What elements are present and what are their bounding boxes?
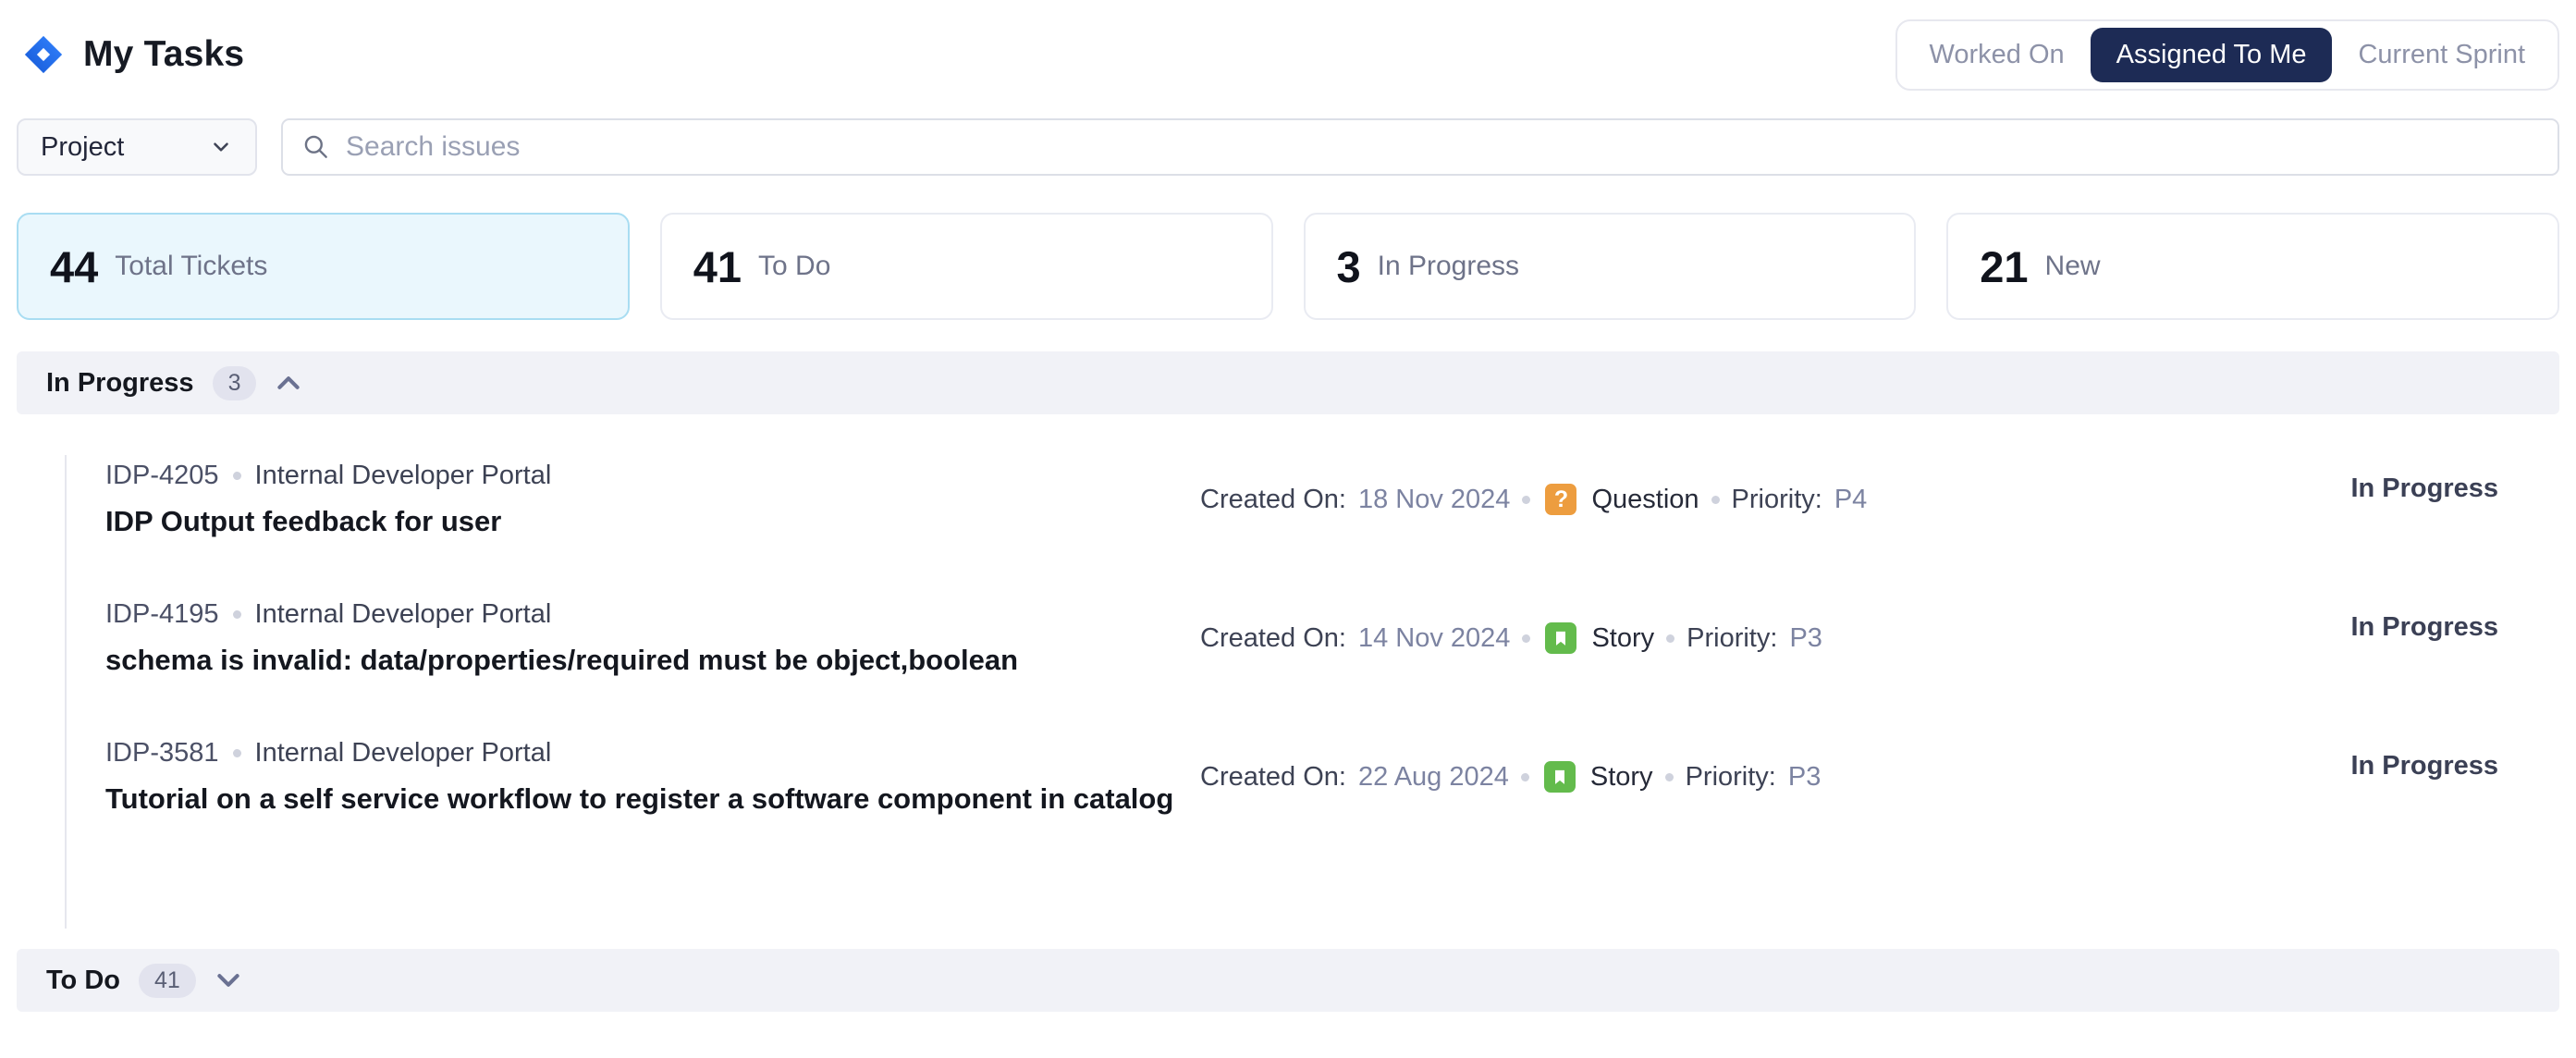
- dot-separator: [232, 749, 241, 757]
- created-on-label: Created On:: [1200, 761, 1346, 792]
- section-name: To Do: [46, 965, 120, 995]
- priority-label: Priority:: [1685, 761, 1776, 792]
- task-meta: Created On: 18 Nov 2024 ? Question Prior…: [1200, 484, 1867, 515]
- page-title: My Tasks: [83, 34, 245, 74]
- created-on-date: 14 Nov 2024: [1357, 622, 1511, 653]
- task-title[interactable]: IDP Output feedback for user: [105, 505, 502, 537]
- stat-value: 3: [1336, 241, 1361, 291]
- created-on-date: 18 Nov 2024: [1357, 484, 1511, 514]
- task-title[interactable]: schema is invalid: data/properties/requi…: [105, 644, 1019, 676]
- question-icon: ?: [1545, 484, 1577, 515]
- dot-separator: [1522, 495, 1531, 504]
- story-icon: [1545, 622, 1577, 654]
- section-header-in-progress[interactable]: In Progress 3: [17, 351, 2559, 414]
- task-top: IDP-4205 Internal Developer Portal: [105, 461, 1200, 491]
- stat-label: New: [2044, 251, 2101, 281]
- stat-card-total-tickets[interactable]: 44 Total Tickets: [17, 213, 630, 320]
- stat-label: Total Tickets: [115, 251, 268, 281]
- issue-key: IDP-3581: [105, 738, 219, 768]
- stat-label: In Progress: [1377, 251, 1520, 281]
- priority-value: P3: [1789, 622, 1822, 653]
- dot-separator: [232, 610, 241, 619]
- chevron-down-icon: [214, 142, 228, 152]
- priority-label: Priority:: [1687, 622, 1778, 653]
- task-row[interactable]: IDP-4205 Internal Developer Portal IDP O…: [105, 461, 2559, 538]
- task-status: In Progress: [2350, 612, 2498, 642]
- dot-separator: [1711, 495, 1720, 504]
- tab-worked-on[interactable]: Worked On: [1904, 28, 2091, 82]
- dot-separator: [1520, 772, 1529, 781]
- dot-separator: [1664, 772, 1674, 781]
- issue-type: Story: [1591, 622, 1655, 653]
- stats-row: 44 Total Tickets 41 To Do 3 In Progress …: [17, 213, 2559, 320]
- story-icon: [1543, 761, 1576, 793]
- stat-label: To Do: [758, 251, 831, 281]
- task-row[interactable]: IDP-4195 Internal Developer Portal schem…: [105, 599, 2559, 677]
- task-status: In Progress: [2350, 474, 2498, 503]
- brand: My Tasks: [17, 33, 244, 76]
- tab-assigned-to-me[interactable]: Assigned To Me: [2090, 27, 2333, 82]
- section-count-badge: 3: [212, 365, 257, 400]
- project-dropdown-value: Project: [41, 131, 125, 162]
- task-status: In Progress: [2350, 751, 2498, 781]
- filter-row: Project: [17, 118, 2559, 176]
- priority-value: P3: [1787, 761, 1822, 792]
- issue-type: Question: [1591, 484, 1699, 514]
- stat-card-to-do[interactable]: 41 To Do: [659, 213, 1273, 320]
- task-title[interactable]: Tutorial on a self service workflow to r…: [105, 782, 1174, 815]
- task-row[interactable]: IDP-3581 Internal Developer Portal Tutor…: [105, 738, 2559, 816]
- task-top: IDP-3581 Internal Developer Portal: [105, 738, 1200, 769]
- search-box: [281, 118, 2559, 176]
- task-meta: Created On: 22 Aug 2024 Story Priority: …: [1200, 761, 1821, 793]
- jira-logo-icon: [24, 35, 63, 74]
- project-name: Internal Developer Portal: [254, 599, 552, 629]
- stat-value: 21: [1980, 241, 2029, 291]
- stat-value: 41: [693, 241, 742, 291]
- tab-current-sprint[interactable]: Current Sprint: [2332, 28, 2551, 82]
- stat-card-in-progress[interactable]: 3 In Progress: [1303, 213, 1917, 320]
- view-switcher: Worked On Assigned To Me Current Sprint: [1895, 18, 2559, 91]
- task-left: IDP-4195 Internal Developer Portal schem…: [105, 599, 1200, 677]
- created-on-label: Created On:: [1200, 622, 1346, 653]
- stat-value: 44: [50, 241, 99, 291]
- created-on-label: Created On:: [1200, 484, 1346, 514]
- chevron-up-icon[interactable]: [275, 372, 302, 394]
- issue-type: Story: [1589, 761, 1653, 792]
- search-icon: [304, 135, 327, 158]
- dot-separator: [1666, 634, 1675, 643]
- priority-value: P4: [1834, 484, 1868, 514]
- issue-key: IDP-4195: [105, 599, 219, 629]
- project-name: Internal Developer Portal: [254, 738, 552, 768]
- project-name: Internal Developer Portal: [254, 461, 552, 490]
- task-meta: Created On: 14 Nov 2024 Story Priority: …: [1200, 622, 1822, 654]
- section-header-to-do[interactable]: To Do 41: [17, 949, 2559, 1012]
- created-on-date: 22 Aug 2024: [1357, 761, 1509, 792]
- task-left: IDP-4205 Internal Developer Portal IDP O…: [105, 461, 1200, 538]
- search-input[interactable]: [346, 131, 2539, 163]
- indent-line: [65, 455, 67, 929]
- stat-card-new[interactable]: 21 New: [1946, 213, 2559, 320]
- header: My Tasks Worked On Assigned To Me Curren…: [17, 17, 2559, 92]
- issue-key: IDP-4205: [105, 461, 219, 490]
- in-progress-task-list: IDP-4205 Internal Developer Portal IDP O…: [17, 414, 2559, 949]
- dot-separator: [232, 472, 241, 480]
- section-count-badge: 41: [139, 963, 196, 998]
- task-left: IDP-3581 Internal Developer Portal Tutor…: [105, 738, 1200, 816]
- priority-label: Priority:: [1731, 484, 1822, 514]
- section-name: In Progress: [46, 367, 194, 398]
- chevron-down-icon[interactable]: [215, 969, 242, 991]
- dot-separator: [1522, 634, 1531, 643]
- project-dropdown[interactable]: Project: [17, 118, 257, 176]
- task-top: IDP-4195 Internal Developer Portal: [105, 599, 1200, 630]
